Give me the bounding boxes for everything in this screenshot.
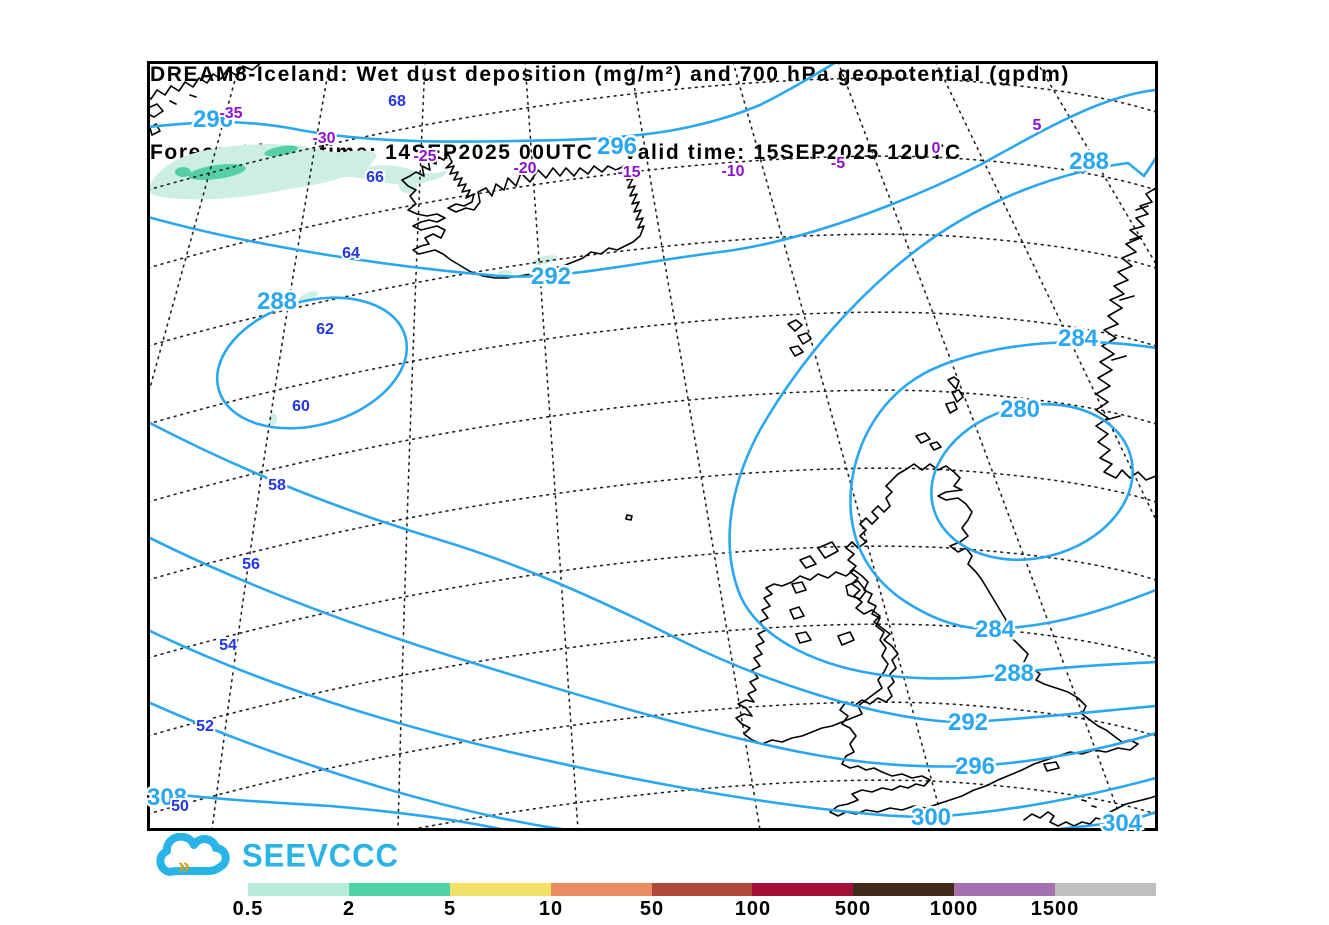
longitude-label: -25 [413, 148, 436, 165]
latitude-label: 56 [242, 556, 260, 573]
colorbar-segment [449, 883, 551, 896]
longitude-label: -35 [219, 105, 242, 122]
logo-chevron: » [178, 853, 190, 878]
contour-296-north [150, 64, 836, 143]
isle-of-wight [1043, 761, 1060, 772]
longitude-label: -10 [721, 163, 744, 180]
colorbar-segment [550, 883, 652, 896]
contour-label: 296 [955, 753, 995, 780]
longitude-labels: -35 -30 -25 -20 -15 -10 -5 0 5 [217, 103, 1043, 183]
hebrides-islands [789, 541, 867, 644]
contour-label: 288 [994, 660, 1034, 687]
faroe-islands [787, 319, 812, 357]
contour-label: 280 [1000, 396, 1040, 423]
latitude-label: 54 [219, 637, 237, 654]
st-kilda-islet [625, 514, 633, 521]
cloud-icon: » [156, 833, 230, 878]
great-britain-coastline [829, 463, 1139, 817]
norway-fjords [1105, 205, 1149, 421]
longitude-label: -30 [312, 130, 335, 147]
colorbar-tick: 50 [639, 898, 665, 920]
contour-label: 308 [147, 784, 187, 811]
map-border [147, 61, 1158, 831]
norway-coastline [1095, 187, 1155, 481]
channel-islands [1081, 799, 1097, 808]
contour-300-south [150, 629, 1155, 819]
latitude-label: 60 [292, 398, 310, 415]
colorbar-labels: 0.5 2 5 10 50 100 500 1000 1500 [233, 898, 1156, 924]
greenland-coastline [150, 64, 261, 100]
colorbar-tick: 500 [834, 898, 872, 920]
contour-280-closed-low [930, 402, 1134, 562]
colorbar-tick: 1000 [929, 898, 979, 920]
shetland-islands [945, 376, 964, 414]
isle-of-man [837, 631, 855, 646]
logo-text: SEEVCCC [242, 837, 399, 874]
longitude-label: -5 [831, 155, 845, 172]
latitude-label: 64 [342, 245, 360, 262]
latitude-label: 50 [171, 798, 189, 815]
contour-304-southeast [1051, 810, 1155, 829]
iceland-coastline [401, 153, 645, 279]
contour-288-closed-low [215, 296, 409, 430]
contour-value-labels: 296 296 288 292 288 284 280 284 288 292 … [144, 104, 1145, 840]
contour-296-south [150, 536, 1155, 768]
dust-dense-patch [188, 163, 246, 181]
contour-label: 304 [1102, 810, 1143, 837]
graticule-meridians [150, 64, 1155, 829]
longitude-label: -20 [513, 160, 536, 177]
geopotential-contours [150, 64, 1155, 829]
contour-label: 292 [948, 709, 988, 736]
colorbar-segment [752, 883, 854, 896]
deposition-colorbar [248, 883, 1157, 896]
colorbar-tick: 0.5 [232, 898, 264, 920]
longitude-label: 5 [1033, 117, 1042, 134]
ireland-coastline [735, 569, 889, 745]
latitude-labels: 68 66 64 62 60 58 56 54 52 50 [169, 91, 408, 817]
colorbar-tick: 100 [734, 898, 772, 920]
dust-deposition-shading [150, 144, 558, 425]
graticule-parallels [150, 77, 1155, 829]
colorbar-tick: 2 [342, 898, 356, 920]
colorbar-segment [248, 883, 349, 896]
colorbar-tick: 5 [443, 898, 457, 920]
latitude-label: 62 [316, 321, 334, 338]
contour-304-west [150, 701, 571, 829]
contour-label: 300 [911, 804, 951, 831]
colorbar-segment [348, 883, 450, 896]
contour-label: 284 [975, 616, 1016, 643]
longitude-label: -15 [617, 164, 640, 181]
map-subtitle: Forecast base time: 14SEP2025 00UTC Vali… [150, 141, 962, 164]
seevccc-logo: » SEEVCCC [148, 833, 399, 879]
colorbar-segment [954, 883, 1056, 896]
latitude-label: 58 [268, 477, 286, 494]
orkney-islands [915, 432, 942, 451]
greenland-islets [150, 94, 197, 136]
latitude-label: 66 [366, 169, 384, 186]
contour-label: 296 [193, 106, 233, 133]
contour-label: 292 [531, 263, 571, 290]
header: DREAM8-Iceland: Wet dust deposition (mg/… [150, 10, 1070, 192]
latitude-label: 52 [196, 718, 214, 735]
colorbar-tick: 10 [538, 898, 564, 920]
contour-label: 296 [597, 133, 637, 160]
contour-292-north [150, 88, 1155, 278]
contour-308-southwest [150, 789, 506, 829]
colorbar-segment [651, 883, 753, 896]
contour-label: 288 [257, 288, 297, 315]
longitude-label: 0 [932, 140, 941, 157]
contour-label: 288 [1069, 148, 1109, 175]
contour-288-around-low [728, 157, 1155, 680]
latitude-label: 68 [388, 93, 406, 110]
colorbar-tick: 1500 [1030, 898, 1080, 920]
colorbar-segment [853, 883, 955, 896]
colorbar-segment [1055, 883, 1157, 896]
contour-292-south [150, 421, 1155, 724]
contour-284-around-low [849, 340, 1155, 631]
contour-label: 284 [1058, 325, 1099, 352]
france-coastline [1023, 795, 1155, 827]
